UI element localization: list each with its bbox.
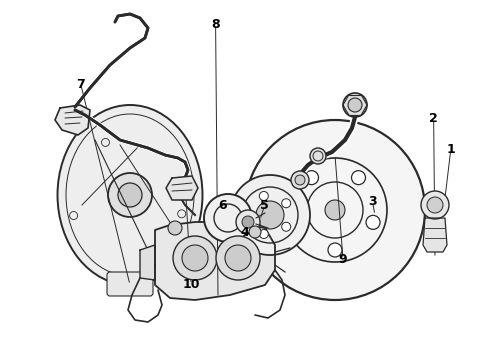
Circle shape <box>236 210 260 234</box>
Circle shape <box>290 215 304 229</box>
Text: 5: 5 <box>260 199 269 212</box>
Polygon shape <box>55 105 90 135</box>
Circle shape <box>108 173 152 217</box>
FancyBboxPatch shape <box>107 272 153 296</box>
Polygon shape <box>155 222 275 300</box>
Circle shape <box>259 192 269 201</box>
Text: 2: 2 <box>429 112 438 125</box>
Ellipse shape <box>57 105 202 285</box>
Circle shape <box>421 191 449 219</box>
Circle shape <box>242 216 254 228</box>
Polygon shape <box>423 218 447 252</box>
Text: 6: 6 <box>219 199 227 212</box>
Circle shape <box>348 98 362 112</box>
Circle shape <box>216 236 260 280</box>
Circle shape <box>325 200 345 220</box>
Circle shape <box>118 183 142 207</box>
Circle shape <box>328 243 342 257</box>
Circle shape <box>351 171 366 185</box>
Circle shape <box>310 148 326 164</box>
Circle shape <box>249 226 261 238</box>
Circle shape <box>427 197 443 213</box>
Polygon shape <box>166 176 198 200</box>
Circle shape <box>173 236 217 280</box>
Circle shape <box>225 245 251 271</box>
Circle shape <box>291 171 309 189</box>
Circle shape <box>245 120 425 300</box>
Circle shape <box>343 93 367 117</box>
Circle shape <box>282 222 291 231</box>
Circle shape <box>168 221 182 235</box>
Circle shape <box>256 201 284 229</box>
Text: 4: 4 <box>241 226 249 239</box>
Circle shape <box>230 175 310 255</box>
Text: 10: 10 <box>182 278 200 291</box>
Circle shape <box>282 199 291 208</box>
Polygon shape <box>140 245 155 280</box>
Circle shape <box>182 245 208 271</box>
Circle shape <box>204 194 252 242</box>
Text: 3: 3 <box>368 195 377 208</box>
Circle shape <box>259 230 269 239</box>
Text: 9: 9 <box>339 253 347 266</box>
Text: 7: 7 <box>76 78 85 91</box>
Circle shape <box>295 175 305 185</box>
Circle shape <box>245 211 254 220</box>
Text: 8: 8 <box>211 18 220 31</box>
Circle shape <box>304 171 319 185</box>
Circle shape <box>366 215 380 229</box>
Text: 1: 1 <box>446 143 455 156</box>
